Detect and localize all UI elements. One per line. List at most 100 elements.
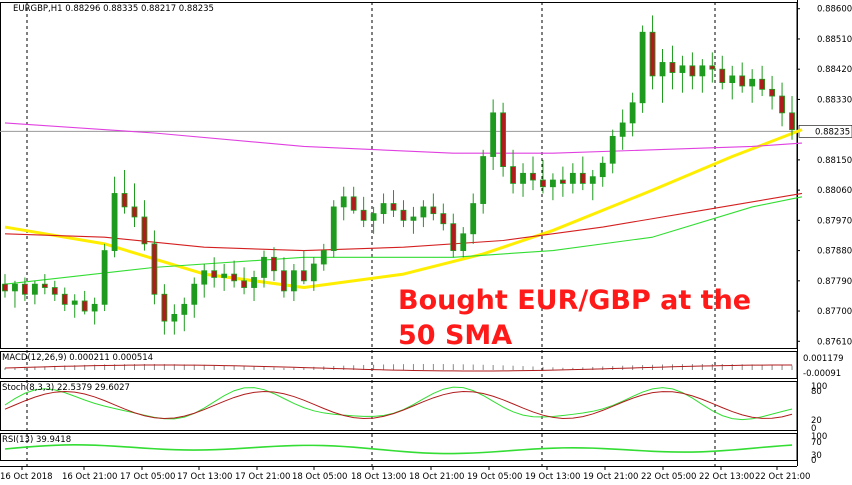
candle (450, 213, 457, 258)
candle-body (500, 112, 507, 168)
moving-average-sma100 (4, 192, 803, 252)
candles (2, 15, 795, 335)
candle (709, 52, 716, 83)
candle (360, 196, 367, 228)
candle (191, 277, 198, 318)
candle (689, 52, 696, 90)
time-tick-label-13: 22 Oct 21:00 (755, 472, 810, 482)
candle (211, 257, 218, 288)
price-tick-label-8: 0.87880 (817, 247, 852, 257)
candle (71, 294, 78, 318)
panel-frames (0, 0, 798, 467)
candle-body (400, 209, 407, 221)
candle-body (81, 300, 88, 312)
candle-body (639, 31, 646, 104)
candle-body (689, 65, 696, 77)
candle (51, 280, 58, 301)
candle-body (430, 206, 437, 215)
macd-tick-label-0: 0.001179 (803, 354, 844, 364)
candle-body (470, 203, 477, 235)
candle-body (51, 287, 58, 295)
candle (520, 163, 526, 197)
candle (490, 99, 497, 170)
candle (340, 186, 347, 221)
symbol-header: EURGBP,H1 0.88296 0.88335 0.88217 0.8823… (13, 4, 214, 14)
moving-average-sma_magenta (4, 122, 803, 154)
candle-body (649, 31, 656, 77)
price-tick-label-7: 0.87970 (817, 216, 852, 226)
moving-average-sma_green (4, 196, 803, 285)
time-tick-label-10: 19 Oct 21:00 (583, 472, 638, 482)
candle (460, 227, 467, 258)
current-price-label: 0.88235 (815, 127, 850, 137)
candle (261, 250, 267, 288)
candle (719, 55, 726, 90)
candle (679, 55, 686, 93)
candle (410, 206, 417, 234)
candle (31, 280, 38, 305)
candle-body (320, 250, 327, 265)
time-tick-label-0: 16 Oct 2018 (0, 472, 53, 482)
candle-body (201, 270, 208, 285)
candle (330, 200, 337, 258)
candle-body (599, 162, 606, 178)
candle-body (420, 206, 427, 218)
candle (540, 159, 546, 194)
candle-body (490, 112, 497, 157)
rsi-header: RSI(13) 39.9418 (2, 435, 71, 445)
price-tick-label-9: 0.87790 (817, 277, 852, 287)
candle-body (211, 270, 218, 278)
candle (101, 243, 108, 312)
macd-panel: 0.001179 -0.00091 (4, 354, 844, 379)
candle-body (22, 283, 28, 295)
time-axis: 16 Oct 2018 16 Oct 21:00 17 Oct 05:00 17 Oc… (0, 466, 810, 482)
candle-body (111, 193, 118, 251)
candle (699, 59, 706, 93)
candle (310, 257, 317, 291)
candle-body (540, 179, 546, 188)
candle-body (739, 75, 746, 87)
candle (61, 287, 68, 312)
time-tick-label-5: 18 Oct 05:00 (292, 472, 347, 482)
candle-body (191, 283, 198, 305)
stoch-header: Stoch(8,3,3) 22.5379 29.6027 (2, 383, 130, 393)
candle (12, 280, 18, 308)
stoch-tick-label-1: 80 (811, 387, 822, 397)
candle (470, 193, 477, 244)
candle-body (390, 203, 397, 211)
candle (221, 264, 228, 291)
candle-body (759, 78, 766, 90)
candle (111, 176, 118, 258)
macd-signal-line (4, 364, 793, 372)
price-tick-label-2: 0.88420 (817, 65, 852, 75)
price-tick-label-11: 0.87610 (817, 337, 852, 347)
annotation-line-2: 50 SMA (398, 320, 512, 351)
candle-body (31, 283, 38, 295)
candle (380, 193, 387, 224)
rsi-line (4, 444, 793, 455)
candle-body (131, 206, 138, 218)
price-tick-label-3: 0.88330 (817, 95, 852, 105)
candle-body (330, 206, 337, 251)
price-tick-label-6: 0.88060 (817, 186, 852, 196)
candle-body (440, 213, 447, 225)
candle-body (619, 122, 626, 137)
candle (300, 250, 307, 285)
candle (390, 190, 397, 217)
time-tick-label-11: 22 Oct 05:00 (641, 472, 696, 482)
candle-body (370, 213, 377, 221)
candle-body (510, 166, 516, 184)
candle (569, 163, 576, 194)
candle-body (450, 223, 457, 251)
candle-body (480, 156, 487, 204)
stoch-tick-label-3: 0 (811, 424, 816, 434)
candle-body (41, 283, 48, 288)
candle (659, 49, 666, 103)
candle (649, 15, 656, 90)
macd-tick-label-1: -0.00091 (803, 369, 841, 379)
candle (201, 264, 208, 298)
candle-body (2, 283, 8, 292)
candle (241, 267, 247, 295)
candle-body (589, 176, 596, 184)
